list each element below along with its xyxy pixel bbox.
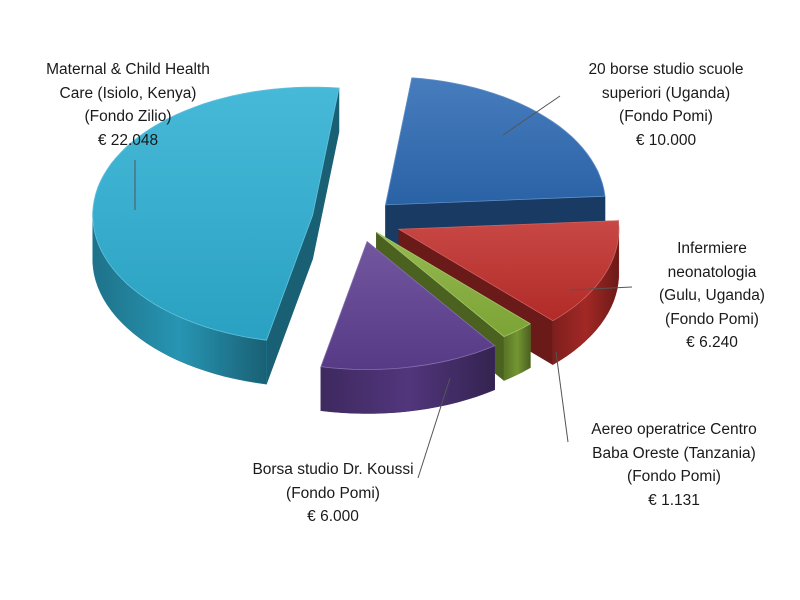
leader-lines	[134, 95, 633, 479]
pie-slices	[92, 77, 620, 414]
slice-koussi	[320, 240, 496, 414]
leader-line-0	[502, 95, 561, 136]
leader-line-3	[417, 377, 451, 479]
slice-maternal	[92, 86, 340, 385]
slice-label-flight: Aereo operatrice Centro Baba Oreste (Tan…	[591, 421, 757, 509]
slice-label-koussi: Borsa studio Dr. Koussi (Fondo Pomi) € 6…	[252, 461, 414, 525]
leader-line-2	[555, 351, 569, 443]
slice-label-maternal: Maternal & Child Health Care (Isiolo, Ke…	[46, 61, 210, 149]
slice-label-nurses: Infermiere neonatologia (Gulu, Uganda) (…	[659, 240, 765, 351]
slice-label-scholarships: 20 borse studio scuole superiori (Uganda…	[588, 61, 744, 149]
leader-line-1	[569, 286, 633, 291]
